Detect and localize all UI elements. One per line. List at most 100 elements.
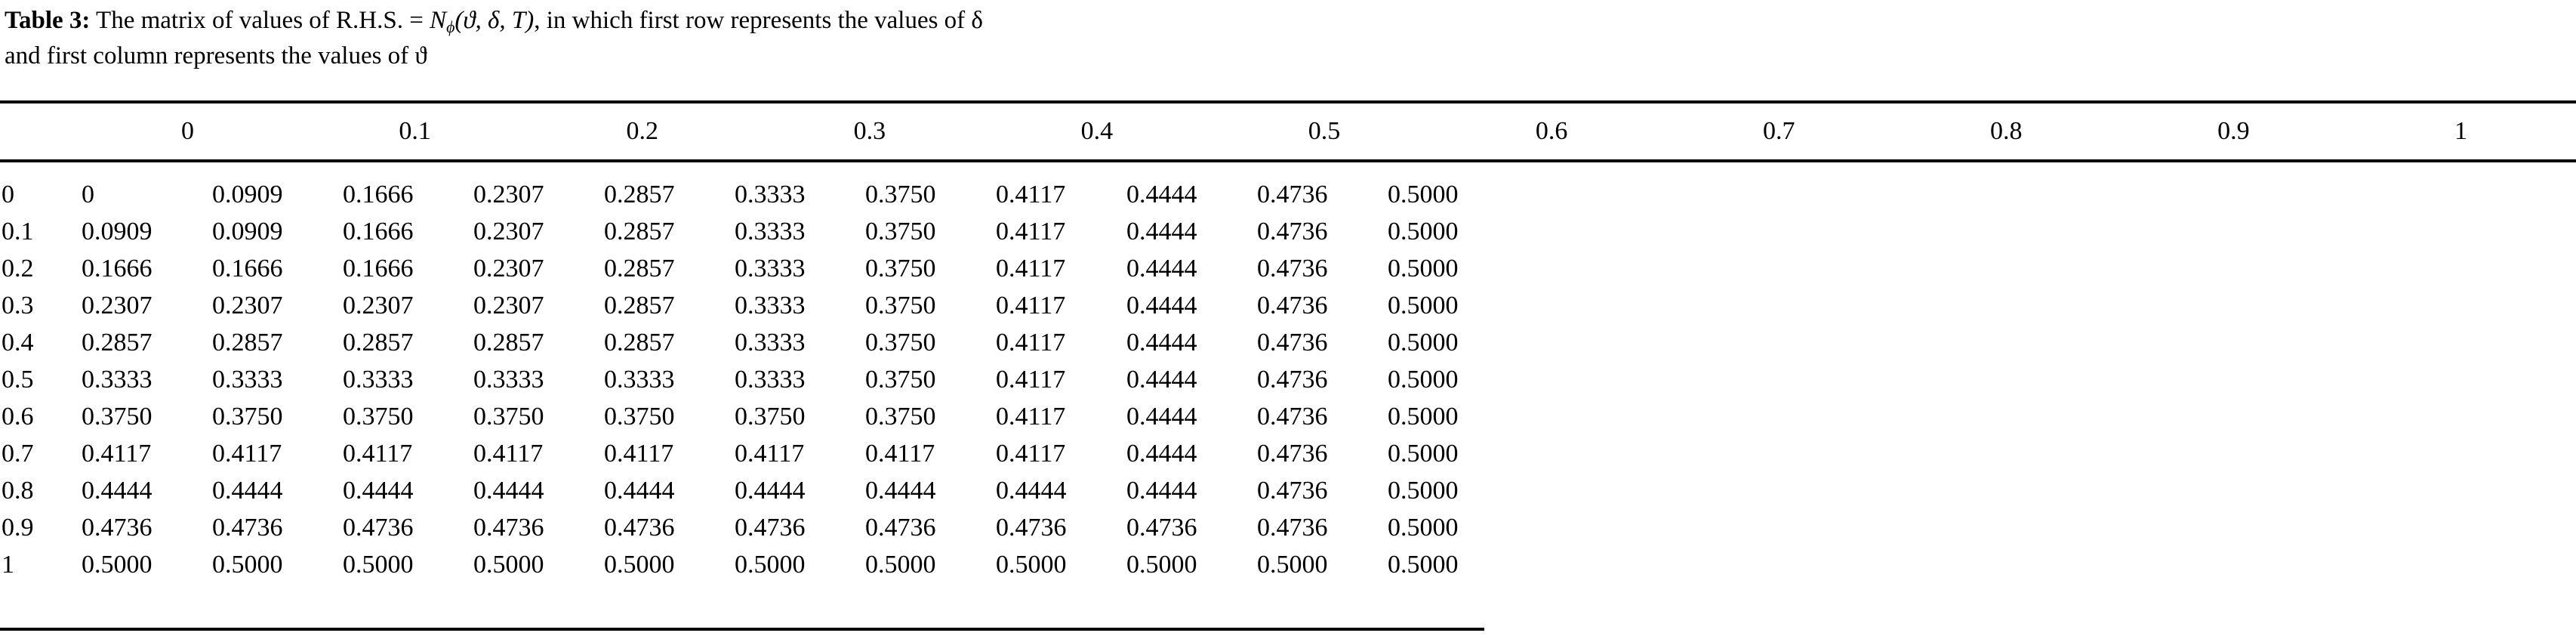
header-cell: 1 [2454,117,2467,145]
row-label: 1 [2,550,14,579]
caption-line2: and first column represents the values o… [5,42,427,69]
matrix-cell: 0.4444 [1126,254,1197,282]
matrix-cell: 0.4444 [212,476,283,505]
matrix-cell: 0.4444 [1126,365,1197,394]
row-label: 0 [2,180,14,208]
matrix-cell: 0.3750 [865,328,936,357]
top-rule [0,100,2576,103]
matrix-cell: 0.3750 [735,402,806,431]
row-label: 0.2 [2,254,34,282]
header-cell: 0.8 [1990,117,2023,145]
matrix-cell: 0.4444 [343,476,414,505]
table-row: 0.5 0.3333 0.3333 0.3333 0.3333 0.3333 0.3333 0… [2,361,1518,398]
matrix-cell: 0.3333 [735,217,806,245]
header-cell: 0.3 [853,117,886,145]
matrix-cell: 0.4736 [996,513,1067,542]
table-row: 0.2 0.1666 0.1666 0.1666 0.2307 0.2857 0.3333 0… [2,250,1518,287]
row-label: 0.1 [2,217,34,245]
table-row: 0 0 0.0909 0.1666 0.2307 0.2857 0.3333 0.3750 0.… [2,176,1518,213]
matrix-cell: 0.5000 [473,550,544,579]
header-cell: 0.9 [2217,117,2250,145]
matrix-cell: 0.4444 [1126,180,1197,208]
matrix-cell: 0.4444 [1126,217,1197,245]
matrix-cell: 0.4117 [996,217,1066,245]
matrix-cell: 0.4444 [1126,402,1197,431]
matrix-cell: 0.2307 [473,291,544,320]
matrix-cell: 0.5000 [212,550,283,579]
row-label: 0.7 [2,439,34,468]
header-cell: 0.1 [399,117,431,145]
table-row: 0.9 0.4736 0.4736 0.4736 0.4736 0.4736 0.4736 0… [2,509,1518,546]
matrix-cell: 0.4117 [343,439,413,468]
matrix-cell: 0.3750 [865,291,936,320]
matrix-cell: 0.2307 [82,291,153,320]
matrix-cell: 0.5000 [1388,328,1459,357]
bottom-rule [0,628,1484,631]
matrix-cell: 0.4736 [1126,513,1197,542]
matrix-cell: 0.4117 [473,439,544,468]
matrix-cell: 0.4117 [996,365,1066,394]
matrix-cell: 0.3750 [212,402,283,431]
matrix-cell: 0.5000 [1388,254,1459,282]
matrix-cell: 0.3333 [735,291,806,320]
matrix-cell: 0.2307 [473,254,544,282]
matrix-cell: 0.3750 [473,402,544,431]
matrix-cell: 0.2857 [343,328,414,357]
matrix-cell: 0.4444 [604,476,675,505]
matrix-cell: 0.5000 [343,550,414,579]
table-row: 0.1 0.0909 0.0909 0.1666 0.2307 0.2857 0.3333 0… [2,213,1518,250]
matrix-cell: 0.5000 [1388,439,1459,468]
matrix-cell: 0.1666 [343,180,414,208]
matrix-cell: 0.4736 [1257,476,1328,505]
matrix-cell: 0.5000 [1388,217,1459,245]
matrix-cell: 0.4736 [343,513,414,542]
matrix-cell: 0.4117 [996,402,1066,431]
matrix-cell: 0.3333 [82,365,153,394]
table-row: 0.3 0.2307 0.2307 0.2307 0.2307 0.2857 0.3333 0… [2,287,1518,324]
matrix-cell: 0.3750 [604,402,675,431]
matrix-cell: 0.2857 [604,291,675,320]
matrix-cell: 0.4444 [735,476,806,505]
row-label: 0.9 [2,513,34,542]
matrix-cell: 0.5000 [735,550,806,579]
matrix-cell: 0.2307 [343,291,414,320]
matrix-cell: 0.3750 [865,402,936,431]
matrix-cell: 0.4736 [1257,291,1328,320]
matrix-cell: 0.4736 [1257,513,1328,542]
matrix-cell: 0.0909 [82,217,153,245]
formula-base: N [430,7,447,34]
matrix-cell: 0.4736 [473,513,544,542]
matrix-cell: 0.3333 [473,365,544,394]
matrix-cell: 0.2857 [604,180,675,208]
caption-label: Table 3: [5,7,91,34]
matrix-cell: 0.3750 [865,254,936,282]
matrix-cell: 0.5000 [1388,476,1459,505]
matrix-cell: 0.5000 [1257,550,1328,579]
matrix-cell: 0.4736 [212,513,283,542]
table-row: 0.4 0.2857 0.2857 0.2857 0.2857 0.2857 0.3333 0… [2,324,1518,361]
matrix-cell: 0.3750 [865,217,936,245]
matrix-cell: 0.4736 [1257,254,1328,282]
caption-text-part2: , in which first row represents the valu… [534,7,983,34]
matrix-cell: 0.4117 [735,439,805,468]
matrix-cell: 0.4117 [865,439,935,468]
matrix-cell: 0.5000 [996,550,1067,579]
table-caption: Table 3: The matrix of values of R.H.S. … [5,3,983,74]
matrix-cell: 0.5000 [1388,365,1459,394]
matrix-cell: 0.5000 [1388,402,1459,431]
matrix-cell: 0.3750 [82,402,153,431]
caption-line1: Table 3: The matrix of values of R.H.S. … [5,3,983,39]
matrix-cell: 0.2857 [604,254,675,282]
matrix-cell: 0.3750 [865,365,936,394]
matrix-cell: 0.4736 [1257,217,1328,245]
matrix-cell: 0.4117 [996,439,1066,468]
row-label: 0.8 [2,476,34,505]
matrix-cell: 0.2857 [473,328,544,357]
matrix-cell: 0.2857 [604,328,675,357]
table-row: 1 0.5000 0.5000 0.5000 0.5000 0.5000 0.5000 0.5… [2,546,1518,583]
matrix-cell: 0.4444 [473,476,544,505]
matrix-cell: 0.0909 [212,217,283,245]
row-label: 0.4 [2,328,34,357]
matrix-cell: 0.2307 [473,180,544,208]
matrix-cell: 0.4736 [865,513,936,542]
